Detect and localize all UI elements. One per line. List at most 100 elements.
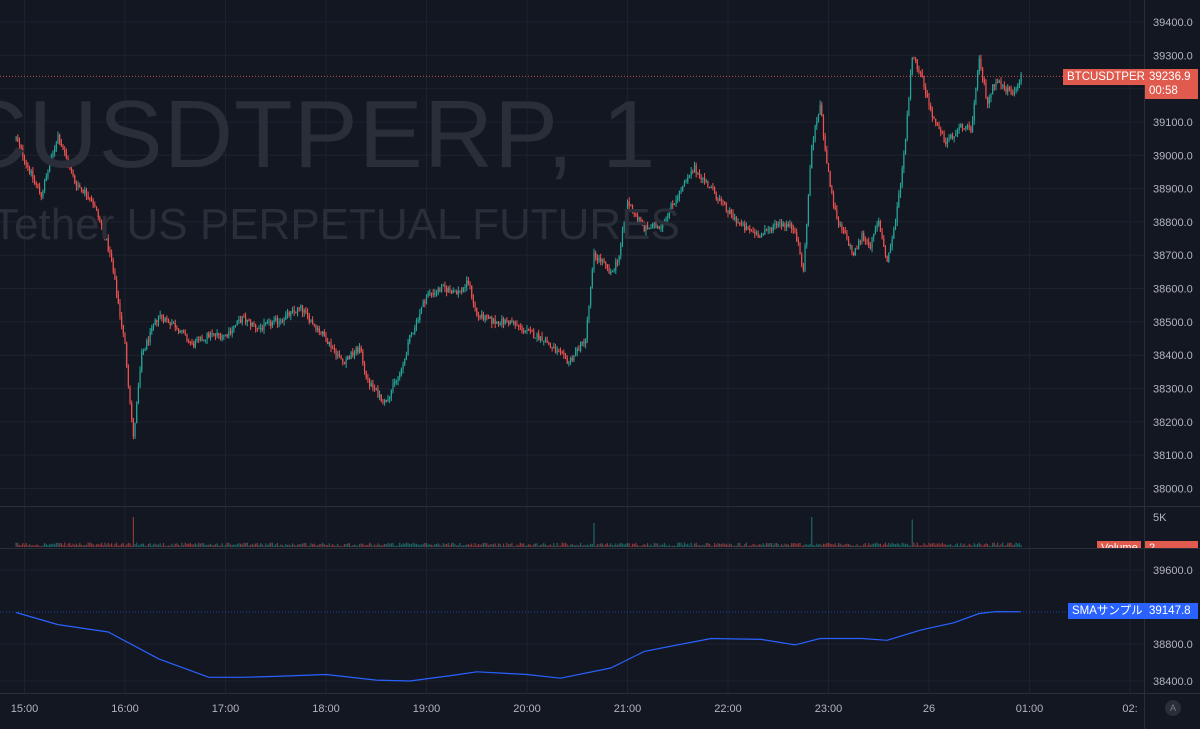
- candle-body: [951, 134, 954, 139]
- volume-bar: [620, 542, 622, 547]
- countdown-tag: 00:58: [1145, 83, 1198, 99]
- volume-bar: [881, 545, 883, 547]
- volume-bar: [362, 543, 364, 547]
- candle-body: [767, 229, 769, 231]
- candle-body: [849, 245, 851, 247]
- volume-bar: [54, 544, 56, 547]
- volume-bar: [992, 542, 994, 547]
- candle-body: [226, 334, 228, 337]
- candle-body: [352, 352, 354, 356]
- volume-bar: [935, 544, 937, 547]
- candle-body: [496, 321, 498, 324]
- volume-bar: [1018, 542, 1021, 547]
- candle-body: [504, 320, 506, 324]
- volume-bar: [925, 544, 927, 547]
- candle-body: [422, 301, 424, 308]
- candle-body: [414, 327, 416, 333]
- candle-body: [531, 330, 533, 332]
- candle-body: [290, 311, 292, 316]
- candle-body: [390, 390, 392, 397]
- volume-bar: [410, 544, 413, 547]
- candle-body: [533, 331, 535, 338]
- volume-bar: [139, 544, 141, 547]
- candle-body: [89, 198, 91, 200]
- volume-bar: [844, 544, 846, 547]
- volume-bar: [427, 544, 429, 547]
- candle-body: [529, 330, 531, 332]
- time-axis-label: 22:00: [714, 703, 742, 715]
- candle-body: [816, 121, 818, 126]
- volume-bar: [652, 546, 654, 547]
- volume-bar: [832, 544, 835, 547]
- candle-body: [963, 128, 965, 130]
- candle-body: [298, 308, 300, 310]
- candle-body: [95, 206, 98, 211]
- volume-bar: [688, 545, 691, 547]
- candle-body: [367, 377, 369, 379]
- candle-body: [883, 238, 885, 247]
- candle-body: [898, 193, 900, 207]
- candle-body: [481, 313, 483, 318]
- pane-separator-price-volume[interactable]: [0, 506, 1200, 507]
- candle-body: [811, 145, 813, 169]
- candle-body: [786, 224, 788, 228]
- candle-body: [52, 152, 54, 157]
- candle-body: [983, 79, 985, 83]
- candle-body: [343, 362, 346, 365]
- candle-body: [861, 233, 863, 242]
- price-axis-label: 38800.0: [1153, 217, 1193, 229]
- volume-bar: [394, 545, 396, 547]
- volume-bar: [194, 543, 196, 547]
- candle-body: [80, 187, 83, 190]
- volume-bar: [213, 545, 215, 547]
- volume-bar: [1013, 544, 1016, 547]
- volume-bar: [541, 544, 543, 547]
- candle-body: [228, 331, 230, 337]
- pane-separator-volume-sma[interactable]: [0, 548, 1200, 549]
- volume-bar: [164, 545, 166, 547]
- candle-body: [700, 177, 702, 180]
- candle-body: [739, 222, 741, 224]
- volume-bar: [305, 542, 307, 547]
- price-axis-label: 38200.0: [1153, 417, 1193, 429]
- candle-body: [563, 352, 565, 355]
- volume-bar: [822, 543, 825, 547]
- volume-bar: [578, 545, 580, 547]
- volume-bar: [325, 545, 327, 547]
- auto-scale-button[interactable]: A: [1165, 700, 1181, 716]
- time-axis-border: [0, 693, 1200, 694]
- volume-bar: [930, 543, 932, 547]
- volume-bar: [107, 542, 109, 547]
- candle-body: [608, 268, 610, 274]
- volume-bar: [982, 545, 984, 547]
- volume-bar: [668, 544, 670, 547]
- volume-bar: [286, 544, 289, 547]
- candle-body: [548, 343, 550, 345]
- volume-bar: [868, 543, 870, 547]
- volume-bar: [89, 542, 91, 547]
- volume-bar: [931, 543, 933, 547]
- candle-body: [802, 264, 804, 271]
- candle-body: [462, 288, 464, 292]
- volume-bar: [544, 544, 547, 547]
- volume-bar: [59, 543, 61, 547]
- volume-bar: [293, 544, 295, 547]
- volume-bar: [1000, 544, 1002, 547]
- candle-body: [697, 172, 699, 174]
- volume-bar: [92, 544, 94, 547]
- candle-body: [82, 189, 84, 194]
- candle-body: [328, 341, 330, 345]
- volume-bar: [243, 542, 245, 547]
- volume-bar: [625, 543, 627, 547]
- volume-bar: [486, 543, 488, 547]
- candle-body: [553, 347, 555, 349]
- candle-body: [102, 225, 104, 230]
- volume-bar: [131, 545, 133, 547]
- volume-bar: [821, 545, 823, 547]
- volume-bar: [839, 543, 841, 547]
- volume-bar: [278, 545, 280, 547]
- volume-bar: [283, 545, 285, 547]
- volume-bar: [846, 543, 848, 547]
- candle-body: [442, 285, 444, 287]
